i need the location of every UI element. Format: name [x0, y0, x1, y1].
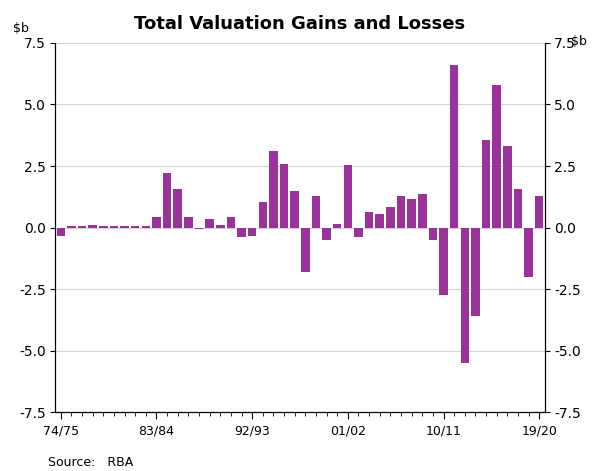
Bar — [386, 207, 395, 227]
Bar — [259, 202, 267, 227]
Bar — [195, 227, 203, 229]
Y-axis label: $b: $b — [571, 35, 587, 49]
Bar — [163, 173, 172, 227]
Bar — [407, 199, 416, 227]
Bar — [237, 227, 246, 237]
Bar — [471, 227, 479, 317]
Bar — [439, 227, 448, 295]
Bar — [322, 227, 331, 240]
Bar — [269, 151, 278, 227]
Bar — [205, 219, 214, 227]
Bar — [333, 224, 341, 227]
Bar — [344, 165, 352, 227]
Bar — [514, 189, 522, 227]
Title: Total Valuation Gains and Losses: Total Valuation Gains and Losses — [134, 15, 466, 33]
Bar — [365, 211, 373, 227]
Bar — [88, 225, 97, 227]
Y-axis label: $b: $b — [13, 23, 29, 35]
Bar — [461, 227, 469, 363]
Bar — [152, 217, 161, 227]
Bar — [535, 195, 544, 227]
Bar — [450, 65, 458, 227]
Bar — [376, 214, 384, 227]
Bar — [184, 217, 193, 227]
Bar — [56, 227, 65, 236]
Bar — [227, 217, 235, 227]
Text: Source:   RBA: Source: RBA — [48, 456, 133, 469]
Bar — [216, 225, 224, 227]
Bar — [301, 227, 310, 272]
Bar — [248, 227, 256, 236]
Bar — [493, 85, 501, 227]
Bar — [99, 226, 107, 227]
Bar — [290, 191, 299, 227]
Bar — [482, 140, 490, 227]
Bar — [173, 189, 182, 227]
Bar — [78, 226, 86, 227]
Bar — [354, 227, 363, 237]
Bar — [524, 227, 533, 277]
Bar — [311, 195, 320, 227]
Bar — [397, 195, 405, 227]
Bar — [418, 195, 427, 227]
Bar — [503, 146, 512, 227]
Bar — [428, 227, 437, 240]
Bar — [280, 163, 289, 227]
